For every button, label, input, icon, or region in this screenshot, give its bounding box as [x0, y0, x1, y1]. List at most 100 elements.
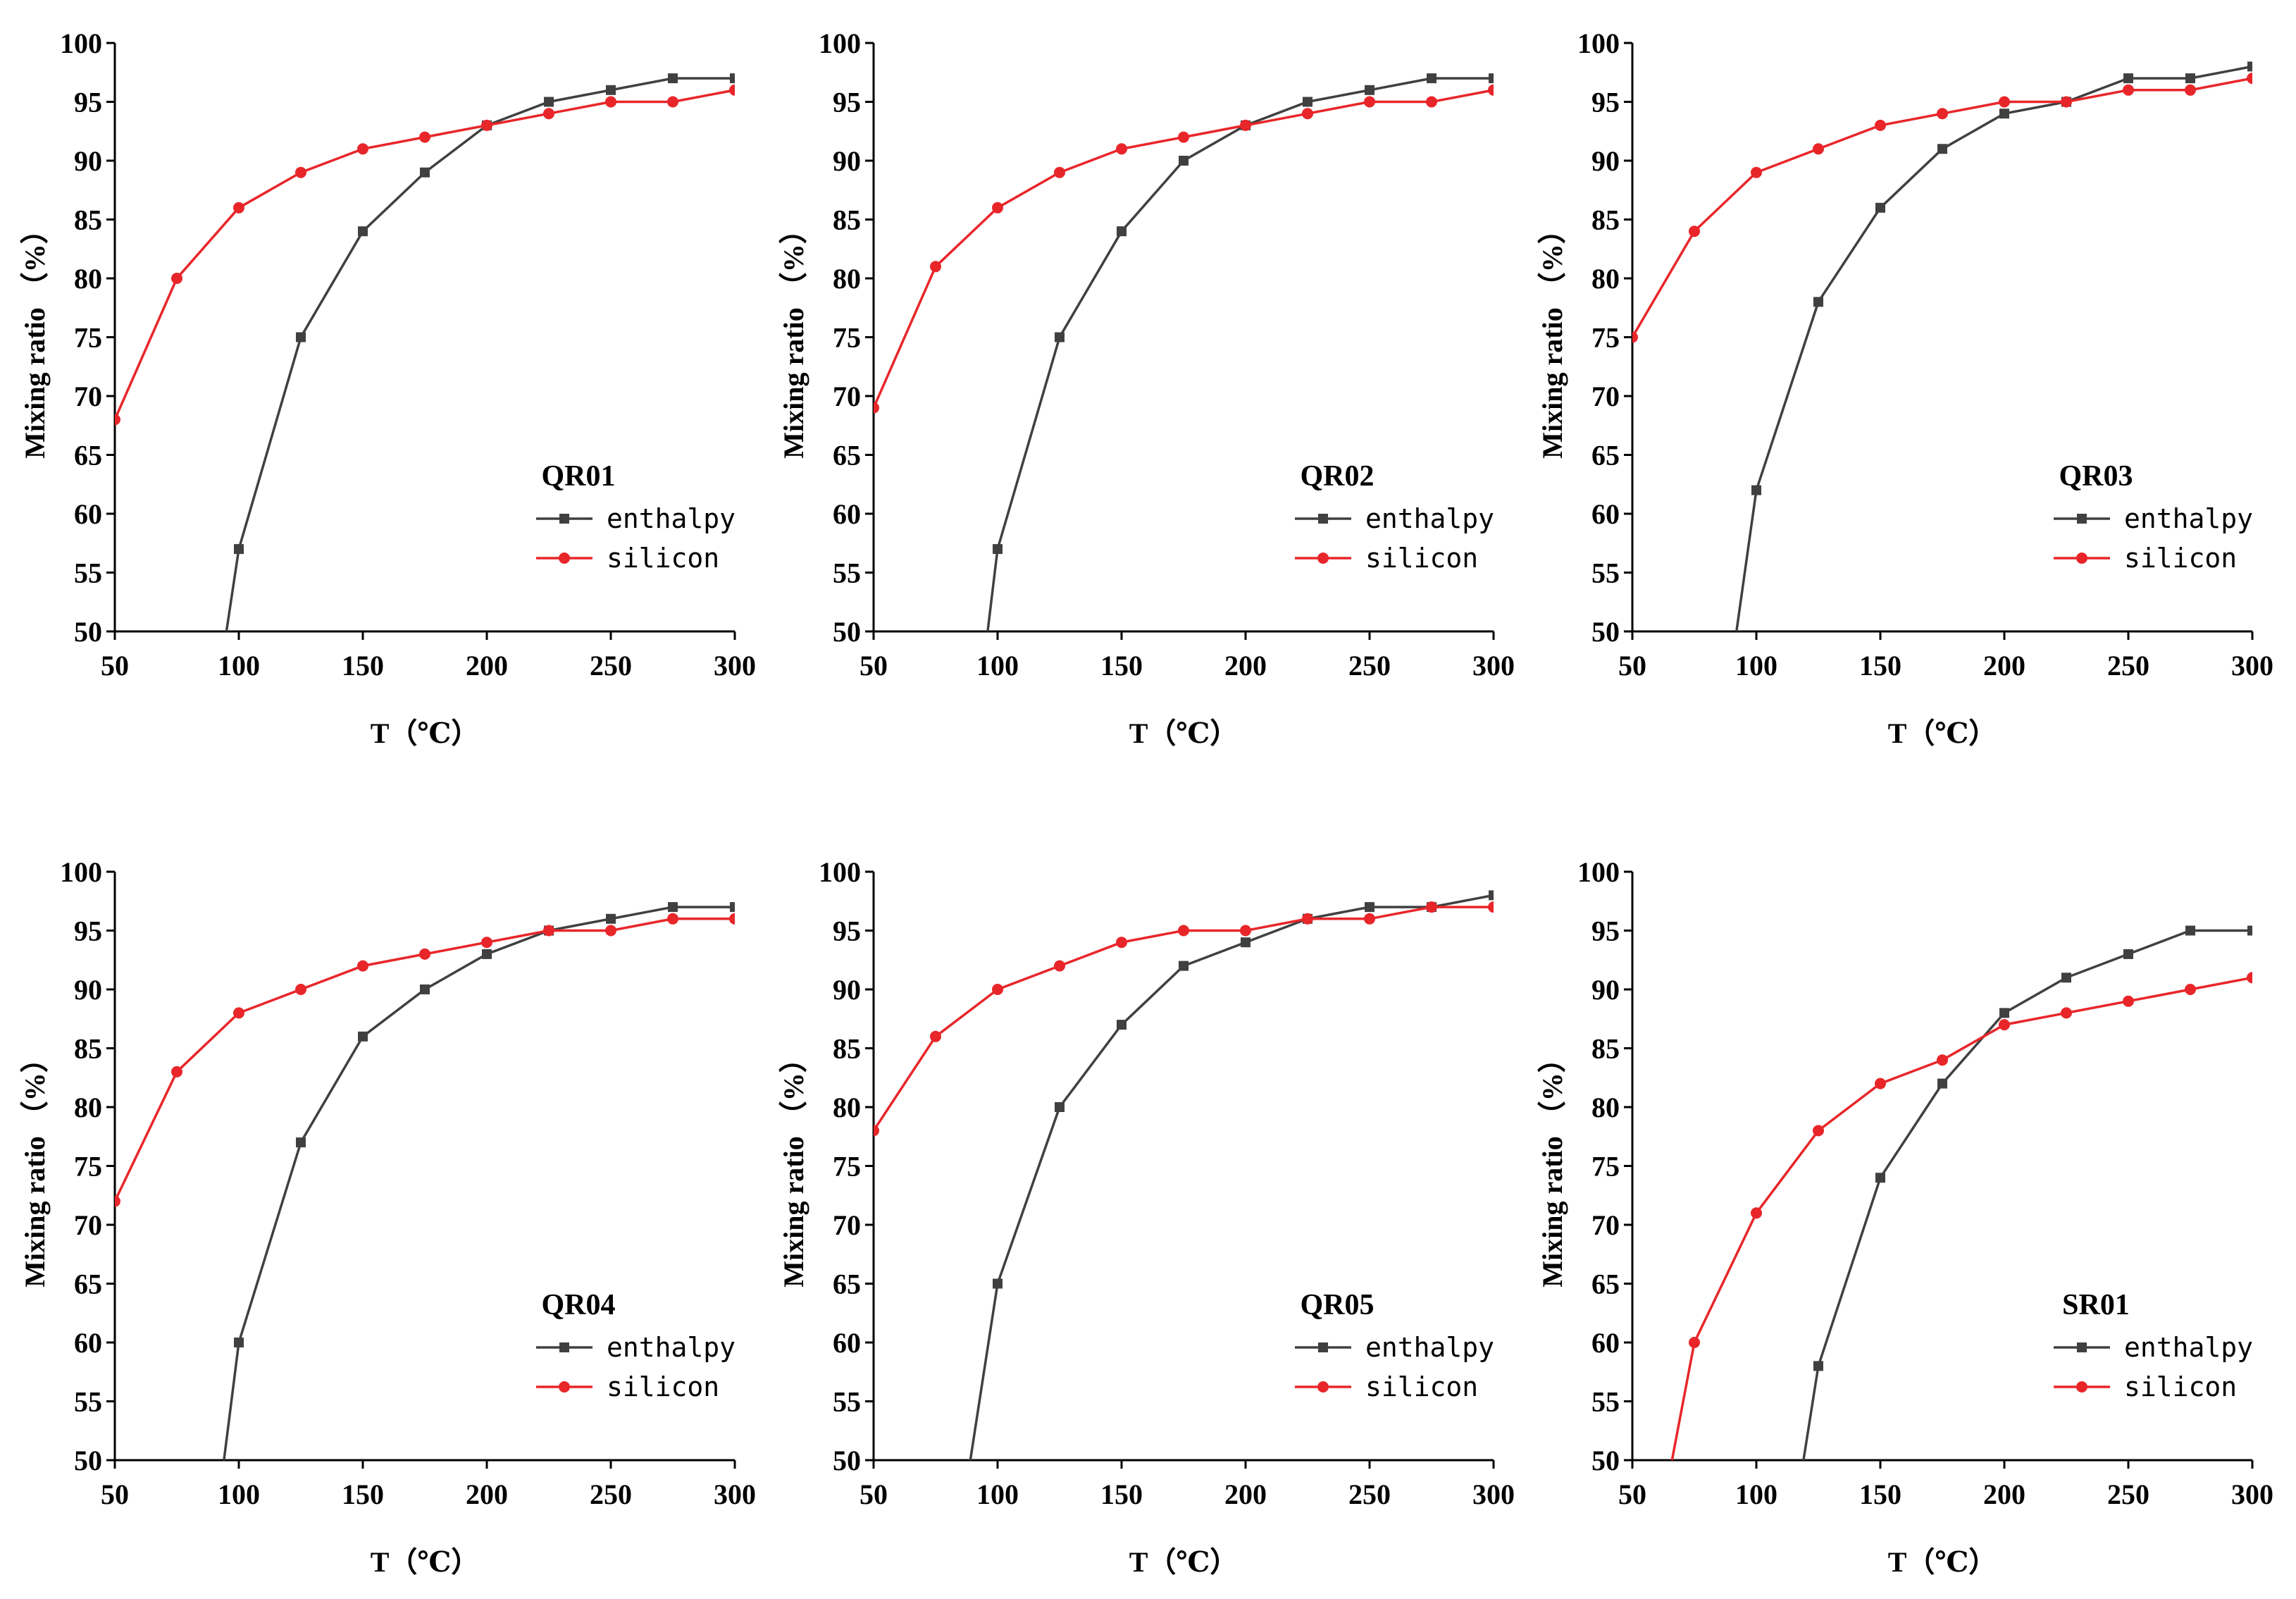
series-silicon: [1632, 73, 2252, 343]
x-axis-title: T（℃）: [1888, 1546, 1997, 1578]
y-tick-label: 75: [833, 322, 861, 354]
silicon-point: [115, 414, 120, 426]
y-tick-label: 50: [74, 1445, 102, 1476]
silicon-point: [1937, 108, 1948, 120]
silicon-point: [992, 202, 1003, 214]
x-tick-label: 150: [1100, 650, 1143, 681]
legend-item-enthalpy: enthalpy: [536, 503, 736, 534]
silicon-point: [1632, 331, 1638, 343]
enthalpy-point: [420, 984, 430, 994]
enthalpy-point: [2061, 973, 2071, 983]
y-tick-label: 90: [833, 145, 861, 177]
legend-label: enthalpy: [2124, 1332, 2253, 1363]
x-tick-label: 200: [1224, 650, 1267, 681]
legend-label: enthalpy: [1365, 1332, 1494, 1363]
x-tick-label: 150: [342, 650, 384, 681]
series-silicon: [874, 84, 1494, 414]
y-tick-label: 85: [833, 1033, 861, 1065]
panel-title: QR01: [542, 460, 616, 493]
y-tick-label: 100: [819, 856, 861, 888]
x-axis-title: T（℃）: [371, 717, 480, 749]
enthalpy-point: [993, 544, 1003, 555]
y-tick-label: 65: [833, 440, 861, 471]
silicon-line: [874, 906, 1494, 1132]
enthalpy-point: [668, 73, 678, 84]
panel-title: QR05: [1301, 1289, 1375, 1321]
enthalpy-point: [730, 73, 735, 84]
y-tick-label: 100: [60, 27, 102, 59]
enthalpy-point: [234, 544, 244, 555]
y-tick-label: 75: [1591, 1151, 1620, 1183]
y-tick-label: 75: [833, 1151, 861, 1183]
silicon-line: [115, 918, 735, 1202]
x-tick-label: 100: [218, 650, 260, 681]
series-silicon: [874, 901, 1494, 1137]
silicon-point: [357, 143, 368, 155]
x-tick-label: 100: [976, 650, 1019, 681]
y-tick-label: 60: [1591, 1327, 1620, 1359]
y-axis-title: Mixing ratio （%）: [778, 1044, 809, 1287]
enthalpy-point: [1875, 202, 1885, 213]
x-tick-label: 100: [218, 1478, 260, 1510]
y-tick-label: 100: [1577, 856, 1620, 888]
enthalpy-point: [482, 949, 492, 959]
y-tick-label: 70: [74, 381, 102, 412]
silicon-point: [605, 925, 616, 937]
x-axis-title: T（℃）: [1129, 1546, 1239, 1578]
y-tick-label: 80: [74, 1092, 102, 1123]
y-tick-label: 55: [1591, 557, 1620, 589]
x-tick-label: 250: [1348, 650, 1391, 681]
x-tick-label: 150: [342, 1478, 384, 1510]
silicon-point: [605, 96, 616, 108]
silicon-point: [1178, 131, 1189, 143]
silicon-point: [729, 84, 735, 96]
series-enthalpy: [225, 73, 735, 631]
silicon-point: [2185, 984, 2196, 995]
silicon-point: [357, 960, 368, 972]
y-tick-label: 95: [833, 87, 861, 118]
legend-label: silicon: [1365, 543, 1478, 574]
silicon-point: [1813, 1125, 1824, 1137]
y-tick-label: 80: [74, 263, 102, 295]
x-tick-label: 250: [590, 1478, 632, 1510]
silicon-point: [481, 937, 492, 949]
y-tick-label: 55: [74, 1386, 102, 1418]
enthalpy-point: [2123, 949, 2133, 959]
y-tick-label: 70: [74, 1209, 102, 1241]
legend-marker: [1317, 1381, 1329, 1393]
silicon-point: [874, 402, 879, 414]
x-tick-label: 150: [1859, 650, 1901, 681]
y-tick-label: 75: [74, 322, 102, 354]
y-tick-label: 60: [833, 498, 861, 530]
enthalpy-point: [1937, 144, 1947, 154]
panel-title: SR01: [2062, 1289, 2130, 1321]
silicon-point: [1240, 925, 1251, 937]
legend-label: enthalpy: [607, 1332, 736, 1363]
chart-panel-qr01: 50 100 150 200 250 300 50 55 60 65 70 75 80 85 90 95 100…: [19, 27, 756, 749]
silicon-point: [2247, 73, 2252, 85]
silicon-point: [481, 119, 492, 131]
y-tick-label: 55: [833, 1386, 861, 1418]
y-tick-label: 75: [74, 1151, 102, 1183]
enthalpy-point: [1813, 297, 1823, 307]
y-tick-label: 70: [833, 1209, 861, 1241]
x-tick-label: 200: [466, 1478, 508, 1510]
x-tick-label: 100: [1735, 1478, 1777, 1510]
y-tick-label: 90: [1591, 974, 1620, 1006]
series-silicon: [115, 84, 735, 426]
enthalpy-point: [1055, 332, 1065, 342]
x-tick-label: 100: [976, 1478, 1019, 1510]
silicon-point: [1054, 166, 1065, 178]
enthalpy-point: [668, 902, 678, 913]
silicon-point: [667, 96, 678, 108]
enthalpy-point: [1875, 1173, 1885, 1183]
enthalpy-point: [2247, 61, 2252, 72]
x-tick-label: 150: [1859, 1478, 1901, 1510]
y-tick-label: 55: [74, 557, 102, 589]
silicon-point: [1116, 143, 1127, 155]
silicon-point: [1875, 1078, 1886, 1089]
enthalpy-point: [296, 332, 306, 342]
legend-label: silicon: [2124, 1371, 2237, 1402]
silicon-point: [1875, 119, 1886, 131]
